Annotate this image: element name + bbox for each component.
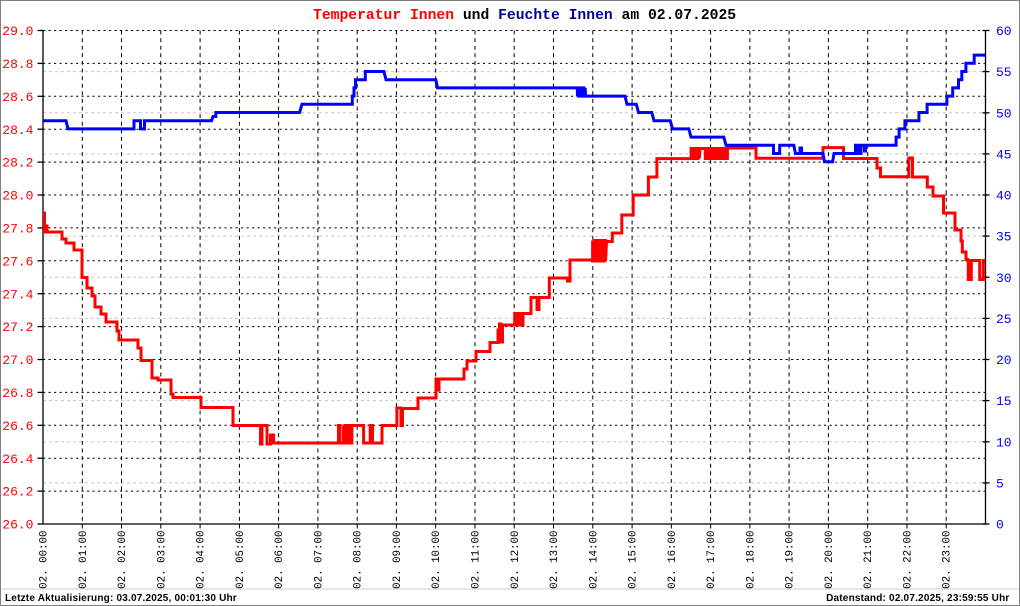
svg-text:02. 19:00: 02. 19:00: [785, 531, 797, 589]
svg-text:02. 01:00: 02. 01:00: [78, 531, 90, 589]
svg-text:02. 20:00: 02. 20:00: [824, 531, 836, 589]
svg-text:20: 20: [996, 353, 1012, 368]
svg-text:02. 10:00: 02. 10:00: [431, 531, 443, 589]
svg-text:55: 55: [996, 65, 1012, 80]
svg-text:15: 15: [996, 394, 1012, 409]
svg-text:02. 11:00: 02. 11:00: [471, 531, 483, 589]
svg-text:02. 18:00: 02. 18:00: [745, 531, 757, 589]
svg-text:27.8: 27.8: [2, 222, 33, 237]
svg-text:02. 17:00: 02. 17:00: [706, 531, 718, 589]
svg-text:28.0: 28.0: [2, 189, 33, 204]
svg-text:02. 15:00: 02. 15:00: [628, 531, 640, 589]
svg-text:0: 0: [996, 518, 1004, 533]
svg-text:02. 16:00: 02. 16:00: [667, 531, 679, 589]
svg-text:28.6: 28.6: [2, 90, 33, 105]
svg-text:29.0: 29.0: [2, 24, 33, 39]
svg-text:28.8: 28.8: [2, 57, 33, 72]
svg-text:02. 02:00: 02. 02:00: [117, 531, 129, 589]
svg-text:26.2: 26.2: [2, 485, 33, 500]
svg-text:30: 30: [996, 271, 1012, 286]
svg-text:40: 40: [996, 189, 1012, 204]
svg-text:02. 05:00: 02. 05:00: [235, 531, 247, 589]
svg-text:02. 08:00: 02. 08:00: [353, 531, 365, 589]
svg-text:10: 10: [996, 435, 1012, 450]
svg-text:25: 25: [996, 312, 1012, 327]
svg-text:02. 07:00: 02. 07:00: [313, 531, 325, 589]
svg-text:Letzte Aktualisierung: 03.07.2: Letzte Aktualisierung: 03.07.2025, 00:01…: [5, 593, 237, 604]
svg-text:50: 50: [996, 106, 1012, 121]
svg-text:02. 03:00: 02. 03:00: [156, 531, 168, 589]
svg-text:02. 04:00: 02. 04:00: [196, 531, 208, 589]
svg-text:02. 21:00: 02. 21:00: [863, 531, 875, 589]
svg-text:Datenstand: 02.07.2025, 23:59:: Datenstand: 02.07.2025, 23:59:55 Uhr: [826, 593, 1009, 604]
svg-text:28.2: 28.2: [2, 156, 33, 171]
svg-text:02. 00:00: 02. 00:00: [39, 531, 51, 589]
svg-text:27.0: 27.0: [2, 353, 33, 368]
svg-text:27.2: 27.2: [2, 320, 33, 335]
svg-text:02. 09:00: 02. 09:00: [392, 531, 404, 589]
svg-text:02. 12:00: 02. 12:00: [510, 531, 522, 589]
svg-text:02. 23:00: 02. 23:00: [942, 531, 954, 589]
svg-text:02. 22:00: 02. 22:00: [903, 531, 915, 589]
svg-text:26.6: 26.6: [2, 419, 33, 434]
svg-text:26.0: 26.0: [2, 518, 33, 533]
svg-text:26.4: 26.4: [2, 452, 33, 467]
svg-text:28.4: 28.4: [2, 123, 33, 138]
svg-text:60: 60: [996, 24, 1012, 39]
svg-text:Temperatur Innen und Feuchte I: Temperatur Innen und Feuchte Innen am 02…: [313, 8, 736, 24]
svg-text:02. 13:00: 02. 13:00: [549, 531, 561, 589]
svg-text:45: 45: [996, 148, 1012, 163]
svg-text:27.4: 27.4: [2, 287, 33, 302]
svg-text:5: 5: [996, 477, 1004, 492]
svg-text:02. 06:00: 02. 06:00: [274, 531, 286, 589]
svg-text:26.8: 26.8: [2, 386, 33, 401]
svg-text:27.6: 27.6: [2, 254, 33, 269]
svg-text:35: 35: [996, 230, 1012, 245]
svg-text:02. 14:00: 02. 14:00: [588, 531, 600, 589]
